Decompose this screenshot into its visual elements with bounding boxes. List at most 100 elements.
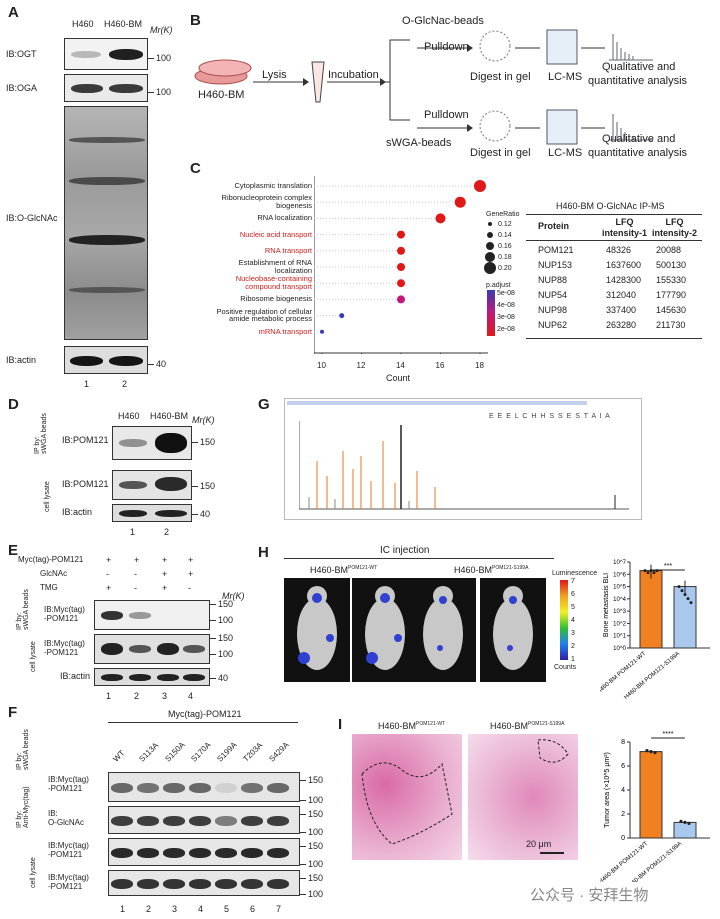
blot-e-ip: [94, 600, 210, 630]
row-label-oga: IB:OGA: [6, 83, 38, 93]
table-cell-lfq1: 312040: [606, 290, 637, 300]
marker-40: 40: [156, 359, 167, 369]
band: [111, 816, 133, 826]
y-tick-label: 4: [621, 787, 625, 794]
row-label-oglcnac: IB:O-GlcNAc: [6, 213, 58, 223]
marker-tick: [210, 654, 216, 655]
band: [119, 510, 147, 517]
y-tick-label: 10^2: [613, 621, 626, 627]
band: [109, 49, 143, 60]
band: [241, 848, 263, 858]
size-legend-label: 0.20: [498, 265, 512, 272]
e-cond-value: -: [188, 583, 191, 593]
generatio-title: GeneRatio: [486, 211, 520, 218]
h-group2: H460-BMPOM121-S199A: [454, 566, 528, 575]
y-tick-label: 10^6: [613, 572, 626, 578]
tumor-outline: [537, 739, 569, 763]
y-tick-label: 10^7: [613, 560, 626, 566]
marker-tick: [300, 780, 306, 781]
bli-signal: [439, 596, 447, 604]
f-header-rule: [108, 722, 298, 723]
table-cell-lfq2: 145630: [656, 305, 687, 315]
band: [155, 477, 187, 491]
band: [69, 235, 145, 245]
marker-tick: [300, 846, 306, 847]
x-tick-label: 12: [356, 361, 366, 370]
go-term-label: Positive regulation of cellular amide me…: [216, 306, 312, 324]
f-marker: 150: [308, 873, 324, 883]
e-marker-40: 40: [218, 673, 229, 683]
size-legend-dot: [487, 232, 493, 238]
f-row-label: IB:Myc(tag) -POM121: [48, 775, 89, 793]
band: [111, 879, 133, 889]
padj-title: p.adjust: [486, 282, 511, 289]
h-group1: H460-BMPOM121-WT: [310, 566, 377, 575]
lum-tick: 6: [571, 591, 575, 598]
mr-label: Mr(K): [150, 25, 173, 35]
panel-label-c: C: [190, 160, 201, 177]
f-row-label: IB:Myc(tag) -POM121: [48, 841, 89, 859]
y-tick-label: 8: [621, 739, 625, 746]
padj-colorbar: [487, 290, 495, 336]
f-header: Myc(tag)-POM121: [168, 709, 242, 719]
e-row-actin: IB:actin: [60, 671, 91, 681]
mouse-image: [352, 578, 418, 682]
lcms-label-2: LC-MS: [548, 147, 583, 159]
go-dot: [397, 295, 405, 304]
data-point: [649, 750, 653, 754]
bli-signal: [509, 596, 517, 604]
f-marker: 100: [308, 889, 324, 899]
band: [111, 783, 133, 793]
e-cond-value: +: [162, 583, 168, 593]
band: [101, 611, 123, 620]
ms-spectrum: [299, 421, 629, 510]
table-cell-lfq1: 1428300: [606, 275, 642, 285]
band: [109, 84, 143, 93]
band: [267, 783, 289, 793]
table-cell-protein: NUP88: [538, 275, 568, 285]
h-group2-sup: POM121-S199A: [492, 565, 529, 571]
band: [267, 848, 289, 858]
go-term-label: Nucleobase-containing compound transport: [235, 274, 312, 292]
e-cond-value: +: [188, 555, 194, 565]
blot-oglcnac: [64, 106, 148, 340]
e-cond-value: +: [162, 555, 168, 565]
size-legend-dot: [485, 252, 495, 262]
i-group2: H460-BMPOM121-S199A: [490, 722, 564, 731]
f-marker: 100: [308, 827, 324, 837]
size-legend-dot: [484, 262, 496, 274]
band: [71, 51, 101, 58]
go-x-title: Count: [386, 373, 411, 383]
significance-label: ****: [663, 731, 674, 738]
band: [129, 645, 151, 653]
go-dot: [474, 180, 486, 192]
band: [241, 783, 263, 793]
x-category-label: H460-BM POM121-S199A: [623, 651, 681, 701]
band: [70, 356, 103, 366]
lane-num-1: 1: [84, 379, 90, 389]
band: [137, 783, 159, 793]
band: [163, 879, 185, 889]
padj-tick-label: 4e-08: [497, 302, 515, 309]
y-axis-title: Bone metastasis BLI: [603, 573, 610, 637]
panel-label-e: E: [8, 542, 19, 559]
mouse-image: [410, 578, 476, 682]
go-dot: [397, 246, 405, 255]
table-cell-lfq2: 211730: [656, 320, 686, 330]
f-row-label: IB: O-GlcNAc: [48, 809, 84, 827]
row-label-actin: IB:actin: [6, 355, 37, 365]
band: [109, 356, 143, 366]
lane-label-h460: H460: [72, 19, 94, 29]
size-legend-label: 0.16: [498, 243, 512, 250]
f-mutant-label: T203A: [241, 740, 265, 764]
i-group1: H460-BMPOM121-WT: [378, 722, 445, 731]
lfq-table-title: H460-BM O-GlcNAc IP-MS: [556, 201, 665, 211]
mouse-silhouette: [365, 586, 405, 670]
marker-tick: [148, 92, 154, 93]
marker-tick: [192, 442, 198, 443]
band: [137, 848, 159, 858]
table-rule: [526, 338, 702, 339]
data-point: [652, 571, 656, 575]
data-point: [653, 751, 657, 755]
data-point: [683, 593, 687, 597]
